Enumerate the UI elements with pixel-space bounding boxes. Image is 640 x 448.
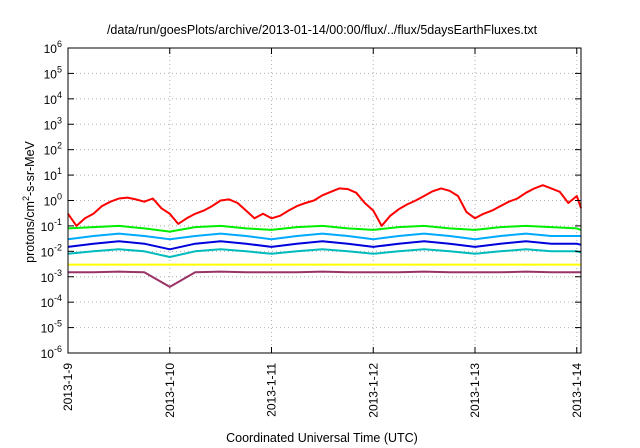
y-tick-exponent: -6 xyxy=(54,344,62,354)
y-tick-base: 10 xyxy=(44,67,58,81)
y-tick-label: 10-1 xyxy=(41,217,62,234)
x-tick-label: 2013-1-10 xyxy=(163,363,177,418)
y-tick-base: 10 xyxy=(41,271,55,285)
x-tick-labels: 2013-1-9 2013-1-10 2013-1-11 2013-1-12 2013-… xyxy=(61,363,584,418)
y-tick-base: 10 xyxy=(44,144,58,158)
y-tick-label: 10-3 xyxy=(41,268,62,285)
y-tick-label: 10-6 xyxy=(41,344,62,361)
y-tick-base: 10 xyxy=(41,296,55,310)
x-tick-label: 2013-1-12 xyxy=(366,363,380,418)
y-tick-base: 10 xyxy=(44,93,58,107)
series-line-5 xyxy=(67,248,582,258)
y-tick-base: 10 xyxy=(41,245,55,259)
y-tick-base: 10 xyxy=(44,42,58,56)
y-tick-base: 10 xyxy=(41,220,55,234)
y-tick-exponent: 5 xyxy=(57,64,62,74)
axis-ticks xyxy=(67,47,581,354)
series-line-3 xyxy=(67,232,581,241)
y-tick-label: 100 xyxy=(44,192,62,209)
y-tick-label: 10-5 xyxy=(41,319,62,336)
y-tick-label: 103 xyxy=(44,115,62,132)
y-tick-exponent: -2 xyxy=(54,242,62,252)
y-axis-label-suffix: -s-sr-MeV xyxy=(23,140,37,196)
y-tick-base: 10 xyxy=(41,347,55,361)
y-tick-base: 10 xyxy=(44,118,58,132)
series-line-7 xyxy=(68,270,581,288)
y-tick-label: 10-2 xyxy=(41,242,62,259)
chart-title: /data/run/goesPlots/archive/2013-01-14/0… xyxy=(107,23,538,37)
y-tick-base: 10 xyxy=(44,195,58,209)
y-tick-base: 10 xyxy=(41,322,55,336)
y-tick-label: 105 xyxy=(44,64,62,81)
x-tick-label: 2013-1-9 xyxy=(61,363,75,411)
y-axis-label-prefix: protons/cm xyxy=(23,201,37,263)
y-tick-label: 101 xyxy=(44,166,62,183)
y-tick-exponent: -4 xyxy=(54,293,62,303)
series-line-2 xyxy=(67,224,582,233)
y-tick-exponent: 3 xyxy=(57,115,62,125)
y-axis-label: protons/cm2-s-sr-MeV xyxy=(21,140,37,262)
y-tick-label: 10-4 xyxy=(41,293,62,310)
series-line-4 xyxy=(67,240,582,251)
y-tick-exponent: 6 xyxy=(57,39,62,49)
series-line-1 xyxy=(67,184,582,227)
x-axis-label: Coordinated Universal Time (UTC) xyxy=(226,431,418,445)
y-tick-label: 104 xyxy=(44,90,62,107)
y-tick-exponent: -3 xyxy=(54,268,62,278)
x-tick-label: 2013-1-11 xyxy=(265,363,279,417)
y-tick-exponent: 0 xyxy=(57,192,62,202)
y-tick-exponent: 2 xyxy=(57,141,62,151)
y-tick-exponent: -1 xyxy=(54,217,62,227)
y-tick-exponent: 4 xyxy=(57,90,62,100)
x-tick-label: 2013-1-14 xyxy=(570,363,584,418)
y-tick-label: 106 xyxy=(44,39,62,56)
y-axis-label-exponent: 2 xyxy=(21,196,31,201)
data-series xyxy=(67,184,582,288)
y-tick-labels: 10-610-510-410-310-210-11001011021031041… xyxy=(41,39,62,361)
y-tick-exponent: -5 xyxy=(54,319,62,329)
x-tick-label: 2013-1-13 xyxy=(468,363,482,418)
y-tick-exponent: 1 xyxy=(57,166,62,176)
y-tick-label: 102 xyxy=(44,141,62,158)
y-tick-base: 10 xyxy=(44,169,58,183)
